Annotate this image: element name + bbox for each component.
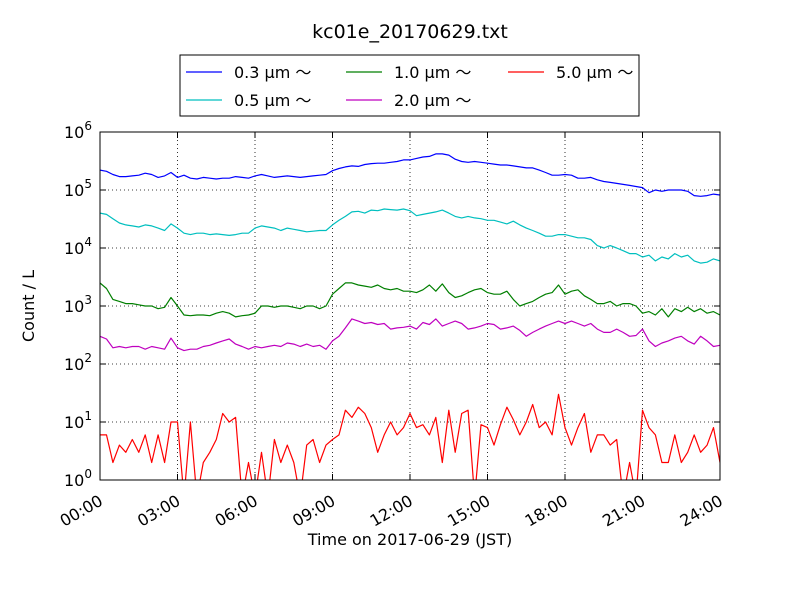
chart-title: kc01e_20170629.txt — [312, 21, 508, 43]
y-tick-label: 103 — [64, 293, 92, 316]
y-tick-labels: 100 101 102 103 104 105 106 — [64, 119, 92, 490]
y-tick-label: 102 — [64, 351, 92, 374]
ticks — [99, 131, 721, 481]
legend-frame — [179, 54, 640, 117]
legend-label-5: 5.0 μm ～ — [556, 63, 633, 82]
y-tick-label: 100 — [64, 467, 92, 490]
legend-label-3: 1.0 μm ～ — [394, 63, 471, 82]
series-group — [100, 153, 720, 480]
y-axis-title: Count / L — [19, 270, 38, 342]
y-tick-label: 106 — [64, 119, 92, 142]
series-line-4 — [100, 318, 720, 352]
legend-label-1: 0.3 μm ～ — [234, 63, 311, 82]
legend: 0.3 μm ～ 0.5 μm ～ 1.0 μm ～ 2.0 μm ～ 5.0 μm ～ — [179, 54, 640, 117]
y-tick-label: 105 — [64, 177, 92, 200]
legend-label-2: 0.5 μm ～ — [234, 91, 311, 110]
series-line-5 — [100, 393, 720, 480]
series-line-3 — [100, 282, 720, 318]
y-tick-label: 101 — [64, 409, 92, 432]
y-tick-label: 104 — [64, 235, 92, 258]
legend-label-4: 2.0 μm ～ — [394, 91, 471, 110]
series-line-1 — [100, 153, 720, 197]
x-axis-title: Time on 2017-06-29 (JST) — [307, 530, 512, 549]
series-line-2 — [100, 208, 720, 264]
